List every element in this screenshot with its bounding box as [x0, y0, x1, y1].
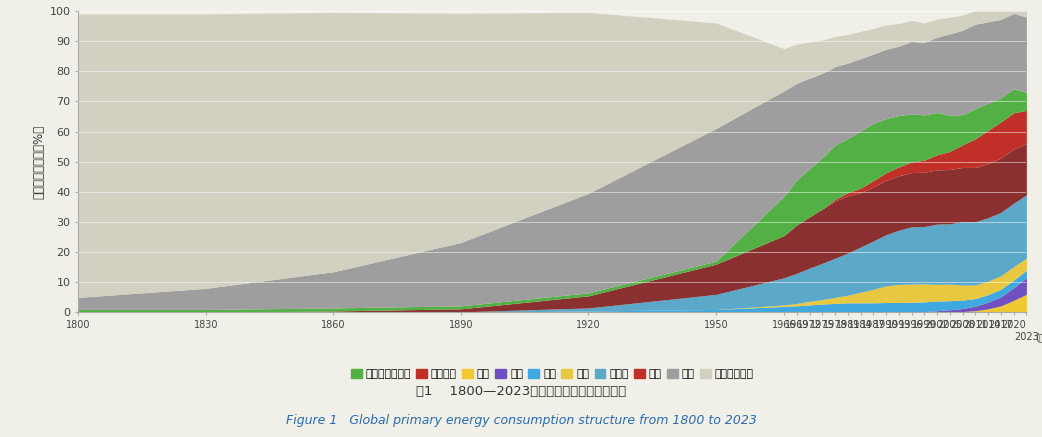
Legend: 其他可再生能源, 生物燃料, 光伏, 风能, 水能, 核能, 天然气, 石油, 煤炭, 传统生物质能: 其他可再生能源, 生物燃料, 光伏, 风能, 水能, 核能, 天然气, 石油, …: [346, 364, 759, 383]
Text: (年): (年): [1035, 332, 1042, 342]
Y-axis label: 能源消费量占比（%）: 能源消费量占比（%）: [32, 125, 46, 199]
Text: Figure 1   Global primary energy consumption structure from 1800 to 2023: Figure 1 Global primary energy consumpti…: [286, 414, 756, 427]
Text: 图1    1800—2023年全球一次能源消费量结构: 图1 1800—2023年全球一次能源消费量结构: [416, 385, 626, 399]
Text: 2023: 2023: [1014, 332, 1039, 342]
